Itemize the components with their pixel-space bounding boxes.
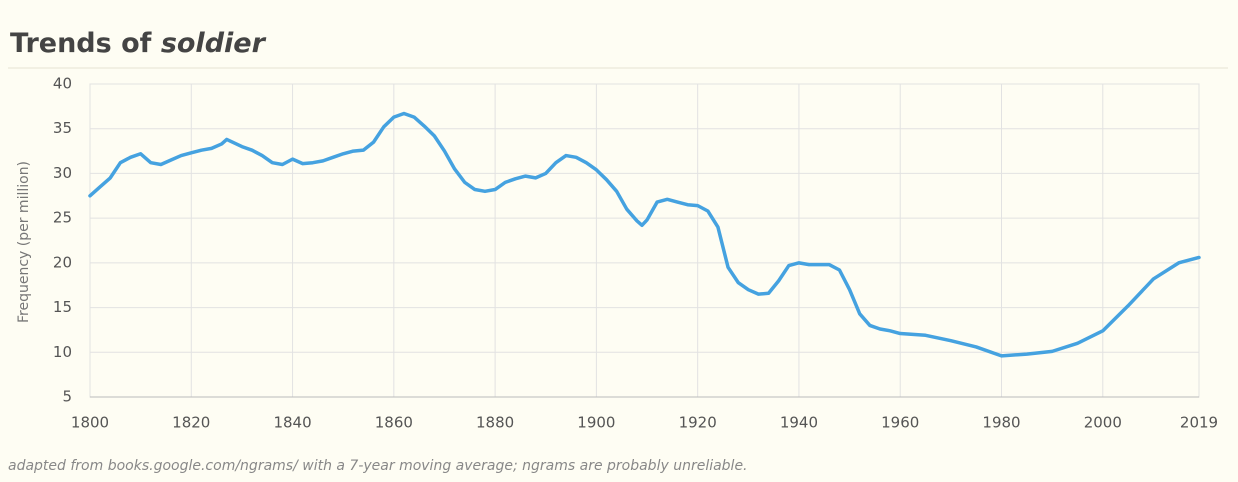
y-tick-label: 15 [53,298,72,316]
y-tick-label: 10 [53,343,72,361]
title-text: Trends of [10,28,152,59]
y-tick-label: 25 [53,209,72,227]
data-line [88,111,1201,358]
y-axis-label: Frequency (per million) [16,161,32,323]
x-tick-label: 2000 [1084,414,1122,432]
x-tick-label: 1980 [982,414,1020,432]
x-tick-label: 2019 [1180,414,1218,432]
x-tick-label: 1860 [375,414,413,432]
x-tick-label: 1920 [679,414,717,432]
chart-title: Trends of soldier [10,28,267,59]
x-tick-label: 1940 [780,414,818,432]
y-tick-label: 20 [53,253,72,271]
x-tick-label: 1880 [476,414,514,432]
footnote: adapted from books.google.com/ngrams/ wi… [8,458,748,474]
x-tick-label: 1820 [172,414,210,432]
y-tick-label: 30 [53,164,72,182]
title-keyword: soldier [161,28,267,59]
x-tick-label: 1800 [71,414,109,432]
plot-frame [89,83,1200,398]
x-tick-label: 1900 [577,414,615,432]
y-tick-label: 5 [62,388,72,406]
x-tick-label: 1960 [881,414,919,432]
x-tick-label: 1840 [273,414,311,432]
y-tick-label: 40 [53,75,72,93]
y-tick-label: 35 [53,119,72,137]
